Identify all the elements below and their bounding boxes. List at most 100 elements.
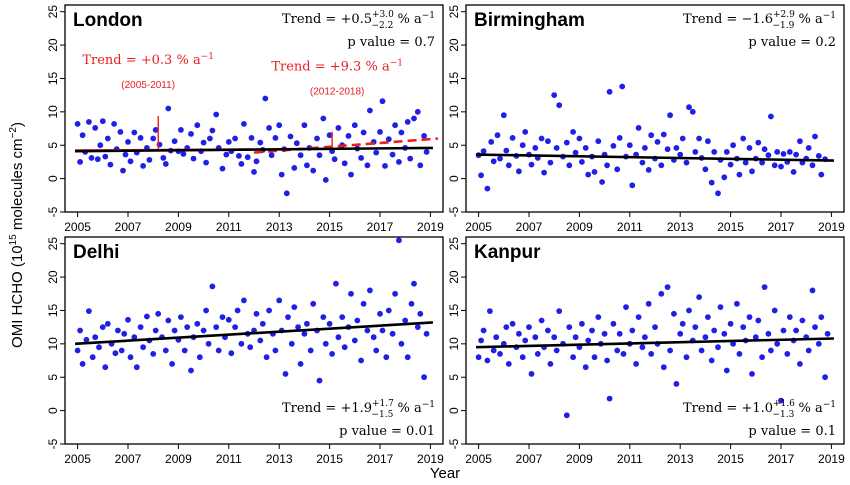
segment-trend-value: Trend = +9.3 % a [271,59,390,74]
data-point [238,340,245,347]
panel-birmingham: -5 0 5 10 15 20 25 2005 2007 2009 2011 2013 2015 2017… [447,4,845,234]
x-tick-label: 2015 [717,452,744,466]
data-point [487,308,493,314]
data-point [572,334,579,341]
data-point [553,347,560,354]
y-tick-label: -5 [447,438,461,449]
data-point [771,307,778,314]
data-point [215,347,222,354]
data-point [556,308,563,314]
data-point [740,324,747,330]
data-point [232,324,239,330]
data-point [373,149,380,156]
data-point [99,118,106,125]
trend-line [476,337,834,349]
data-point [604,162,610,169]
data-point [610,143,617,149]
x-tick-label: 2017 [367,220,394,234]
x-tick-label: 2005 [465,452,492,466]
data-point [652,324,658,330]
data-point [268,152,275,159]
data-point [398,129,405,136]
data-point [120,167,126,174]
data-point [759,354,765,361]
data-point [702,334,709,341]
data-point [121,330,128,337]
panel-london: -5 0 5 10 15 20 25 2005 2007 2009 2011 2013 2015 2017… [46,4,444,234]
data-point [585,337,592,344]
data-point [532,145,539,151]
data-point [203,307,210,314]
data-point [671,310,677,317]
data-point [203,159,210,166]
data-point [740,135,747,142]
data-point [263,354,270,361]
stats-trend-value: Trend = +1.0 [683,401,773,416]
x-tick-label: 2017 [768,220,795,234]
data-point [505,162,512,169]
data-point [411,115,417,122]
data-point [547,361,554,367]
data-point [234,307,241,314]
data-point [360,129,367,136]
data-point [686,307,692,314]
data-point [259,320,266,327]
data-point [417,162,424,169]
x-tick-label: 2009 [566,452,593,466]
ylabel-exponent-2: −2 [8,127,19,139]
data-point [809,287,816,294]
stats-trend-lower: −1.9 [772,21,794,31]
data-point [606,395,613,402]
data-point [152,126,159,133]
data-point [551,334,558,341]
data-point [86,119,92,125]
data-point [815,153,822,159]
data-point [708,179,715,186]
y-tick-label: 0 [46,175,60,182]
data-point [702,166,709,173]
data-point [488,139,495,145]
data-point [538,317,545,324]
data-point [812,133,818,140]
stats-trend-units-exp: −1 [823,11,836,21]
data-point [494,132,501,139]
data-point [717,304,724,310]
data-point [503,324,510,330]
data-point [162,161,169,167]
y-tick-label: 20 [46,38,60,52]
data-point [131,129,138,136]
data-point [818,314,825,320]
data-point [225,139,232,145]
stats-trend-lower: −2.2 [371,21,393,31]
data-point [746,145,753,151]
data-point [547,159,554,166]
data-point [551,92,558,98]
data-point [705,314,711,320]
data-point [642,145,648,151]
panel-kanpur: -5 0 5 10 15 20 25 2005 2007 2009 2011 2013 2015 2017… [447,236,845,466]
data-point [241,297,247,304]
data-point [155,310,162,317]
data-point [614,166,621,173]
data-point [310,300,317,307]
data-point [293,140,300,147]
data-point [664,146,671,153]
data-point [171,327,178,334]
data-point [247,344,254,351]
x-axis-title: Year [430,465,460,482]
data-point [102,364,109,371]
data-point [595,138,602,145]
data-point [326,132,333,139]
stats-trend-text: Trend = +1.0+1.6 −1.3 % a−1 [683,399,836,420]
data-point [92,125,99,131]
data-point [156,141,163,148]
data-point [125,139,131,145]
data-point [165,105,172,112]
data-point [654,139,661,145]
p-value-text: p value = 0.7 [347,35,435,50]
data-point [563,412,570,419]
data-point [131,334,138,341]
y-tick-label: 20 [447,270,461,284]
data-point [77,327,83,334]
